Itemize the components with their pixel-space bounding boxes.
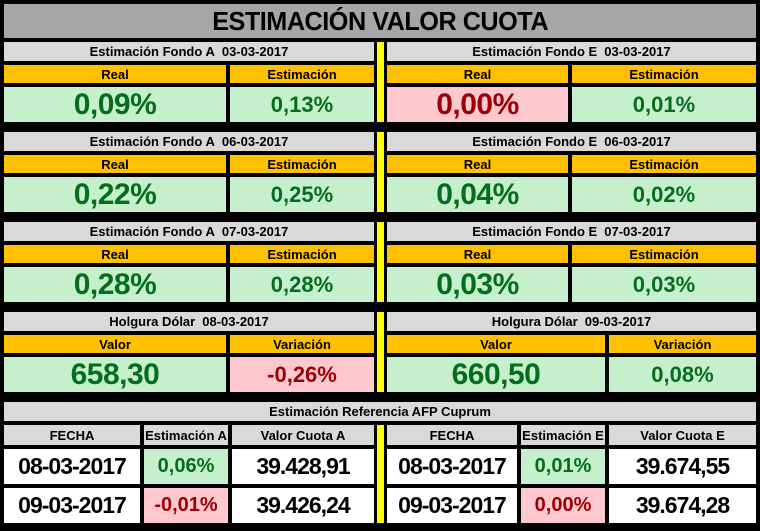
section-date: 06-03-2017 (604, 134, 671, 149)
estimacion-value: 0,02% (572, 177, 756, 212)
estimacion-value: 0,13% (230, 87, 374, 122)
col-header-fecha: FECHA (4, 425, 140, 445)
section-date: 03-03-2017 (604, 44, 671, 59)
col-header-estimacion-a: Estimación A (144, 425, 228, 445)
col-header-real: Real (4, 65, 226, 83)
section-date: 07-03-2017 (604, 224, 671, 239)
section-title: Holgura Dólar (109, 314, 196, 329)
valor-cuota-cell: 39.428,91 (232, 449, 374, 484)
fecha-cell: 08-03-2017 (4, 449, 140, 484)
holgura-dolar-section: Holgura Dólar 08-03-2017 Valor Variación… (4, 312, 756, 392)
estimation-section-07-03: Estimación Fondo A 07-03-2017 Real Estim… (4, 222, 756, 302)
yellow-divider (374, 42, 387, 122)
col-header-real: Real (387, 65, 568, 83)
col-header-real: Real (4, 245, 226, 263)
real-value: 0,28% (4, 267, 226, 302)
fondo-e-panel: Estimación Fondo E 03-03-2017 Real Estim… (387, 42, 756, 122)
col-header-estimacion: Estimación (230, 155, 374, 173)
col-header-valor: Valor (387, 335, 605, 353)
valor-value: 658,30 (4, 357, 226, 392)
yellow-divider (374, 132, 387, 212)
estimacion-value: 0,03% (572, 267, 756, 302)
variacion-value: 0,08% (609, 357, 756, 392)
col-header-real: Real (387, 245, 568, 263)
section-header: Holgura Dólar 09-03-2017 (387, 312, 756, 331)
section-title: Holgura Dólar (491, 314, 578, 329)
section-title: Estimación Fondo A (89, 134, 215, 149)
section-date: 08-03-2017 (202, 314, 269, 329)
section-title: Estimación Fondo A (89, 44, 215, 59)
col-header-variacion: Variación (230, 335, 374, 353)
estimation-section-06-03: Estimación Fondo A 06-03-2017 Real Estim… (4, 132, 756, 212)
yellow-divider (374, 425, 387, 523)
fondo-e-panel: Estimación Fondo E 07-03-2017 Real Estim… (387, 222, 756, 302)
section-header: Estimación Fondo E 07-03-2017 (387, 222, 756, 241)
col-header-variacion: Variación (609, 335, 756, 353)
estimation-section-03-03: Estimación Fondo A 03-03-2017 Real Estim… (4, 42, 756, 122)
col-header-valor-cuota-e: Valor Cuota E (609, 425, 756, 445)
valor-cuota-cell: 39.426,24 (232, 488, 374, 523)
real-value: 0,00% (387, 87, 568, 122)
section-header: Holgura Dólar 08-03-2017 (4, 312, 374, 331)
estimacion-cell: 0,00% (521, 488, 605, 523)
reference-panel-a: FECHA Estimación A Valor Cuota A 08-03-2… (4, 425, 374, 523)
real-value: 0,22% (4, 177, 226, 212)
section-title: Estimación Fondo E (472, 224, 598, 239)
reference-panel-e: FECHA Estimación E Valor Cuota E 08-03-2… (387, 425, 756, 523)
col-header-fecha: FECHA (387, 425, 517, 445)
col-header-estimacion-e: Estimación E (521, 425, 605, 445)
real-value: 0,09% (4, 87, 226, 122)
holgura-panel-08-03: Holgura Dólar 08-03-2017 Valor Variación… (4, 312, 374, 392)
section-header: Estimación Fondo E 06-03-2017 (387, 132, 756, 151)
reference-section: Estimación Referencia AFP Cuprum FECHA E… (4, 402, 756, 523)
section-title: Estimación Fondo E (472, 134, 598, 149)
col-header-estimacion: Estimación (572, 65, 756, 83)
title-bar: ESTIMACIÓN VALOR CUOTA (4, 4, 756, 38)
yellow-divider (374, 222, 387, 302)
col-header-real: Real (387, 155, 568, 173)
fondo-a-panel: Estimación Fondo A 03-03-2017 Real Estim… (4, 42, 374, 122)
fecha-cell: 09-03-2017 (4, 488, 140, 523)
real-value: 0,03% (387, 267, 568, 302)
estimacion-cell: 0,01% (521, 449, 605, 484)
section-header: Estimación Fondo A 07-03-2017 (4, 222, 374, 241)
col-header-valor: Valor (4, 335, 226, 353)
section-date: 06-03-2017 (221, 134, 289, 149)
variacion-value: -0,26% (230, 357, 374, 392)
estimacion-cell: 0,06% (144, 449, 228, 484)
reference-body: FECHA Estimación A Valor Cuota A 08-03-2… (4, 425, 756, 523)
section-date: 07-03-2017 (221, 224, 289, 239)
real-value: 0,04% (387, 177, 568, 212)
col-header-real: Real (4, 155, 226, 173)
col-header-estimacion: Estimación (572, 245, 756, 263)
section-date: 09-03-2017 (584, 314, 652, 329)
reference-title: Estimación Referencia AFP Cuprum (4, 402, 756, 421)
estimacion-value: 0,25% (230, 177, 374, 212)
col-header-estimacion: Estimación (230, 245, 374, 263)
estimacion-value: 0,01% (572, 87, 756, 122)
estimacion-value: 0,28% (230, 267, 374, 302)
page-title: ESTIMACIÓN VALOR CUOTA (212, 5, 548, 36)
col-header-estimacion: Estimación (230, 65, 374, 83)
yellow-divider (374, 312, 387, 392)
valor-value: 660,50 (387, 357, 605, 392)
col-header-valor-cuota-a: Valor Cuota A (232, 425, 374, 445)
fondo-e-panel: Estimación Fondo E 06-03-2017 Real Estim… (387, 132, 756, 212)
fecha-cell: 08-03-2017 (387, 449, 517, 484)
estimacion-cell: -0,01% (144, 488, 228, 523)
section-header: Estimación Fondo A 03-03-2017 (4, 42, 374, 61)
section-header: Estimación Fondo E 03-03-2017 (387, 42, 756, 61)
section-header: Estimación Fondo A 06-03-2017 (4, 132, 374, 151)
fondo-a-panel: Estimación Fondo A 06-03-2017 Real Estim… (4, 132, 374, 212)
valor-cuota-cell: 39.674,28 (609, 488, 756, 523)
section-title: Estimación Fondo A (89, 224, 215, 239)
col-header-estimacion: Estimación (572, 155, 756, 173)
fecha-cell: 09-03-2017 (387, 488, 517, 523)
holgura-panel-09-03: Holgura Dólar 09-03-2017 Valor Variación… (387, 312, 756, 392)
fondo-a-panel: Estimación Fondo A 07-03-2017 Real Estim… (4, 222, 374, 302)
section-title: Estimación Fondo E (472, 44, 598, 59)
valor-cuota-cell: 39.674,55 (609, 449, 756, 484)
section-date: 03-03-2017 (221, 44, 289, 59)
